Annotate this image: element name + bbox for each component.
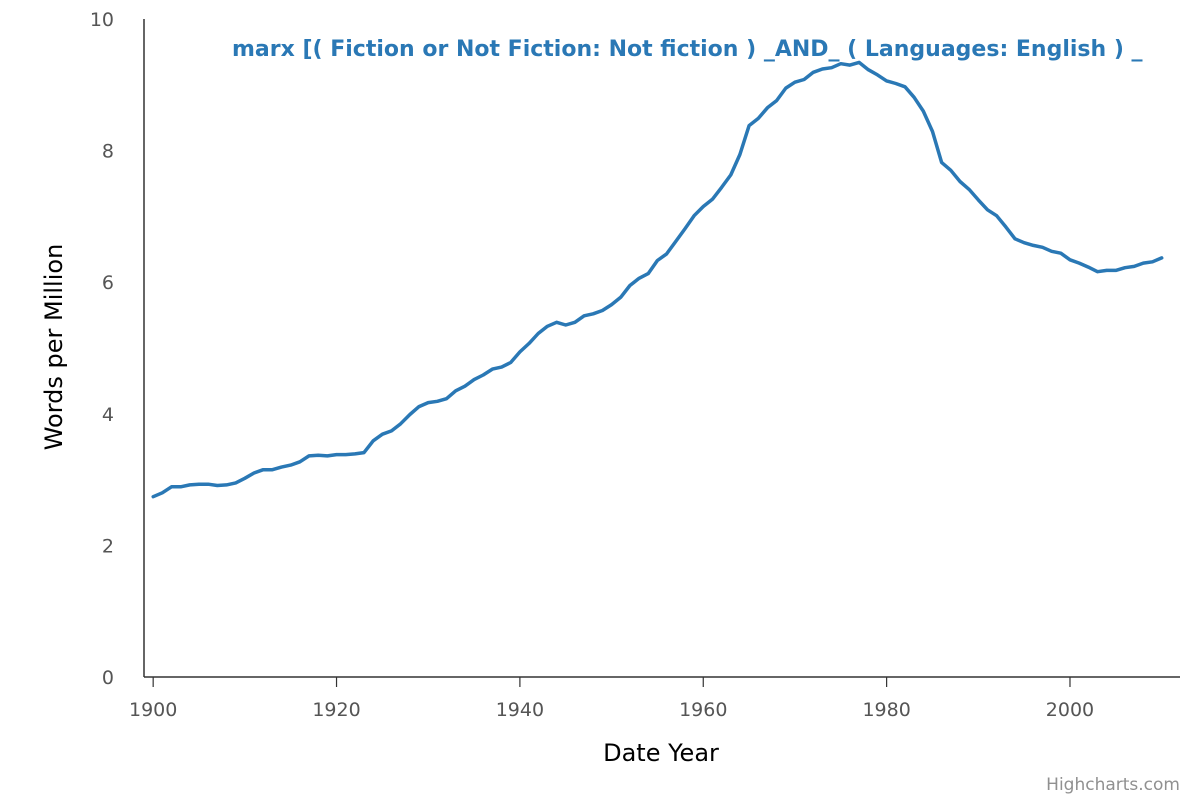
x-tick-label: 1960 (679, 699, 727, 721)
y-tick-label: 0 (102, 667, 114, 689)
series-group (151, 60, 1164, 499)
y-tick-label: 2 (102, 535, 114, 557)
series-label: marx [( Fiction or Not Fiction: Not fict… (232, 37, 1143, 62)
y-tick-label: 10 (90, 9, 114, 31)
x-tick-label: 2000 (1046, 699, 1094, 721)
x-tick-label: 1920 (312, 699, 360, 721)
y-tick-label: 8 (102, 141, 114, 163)
x-axis-title: Date Year (603, 739, 719, 767)
x-tick-label: 1980 (862, 699, 910, 721)
x-tick-label: 1940 (496, 699, 544, 721)
y-axis-title: Words per Million (40, 244, 68, 451)
y-tick-label: 6 (102, 272, 114, 294)
series-line[interactable] (151, 60, 1164, 499)
x-tick-label: 1900 (129, 699, 177, 721)
y-axis-ticks: 0 2 4 6 8 10 (90, 9, 114, 689)
x-axis-ticks: 1900 1920 1940 1960 1980 2000 (129, 677, 1094, 721)
credits-link[interactable]: Highcharts.com (1046, 775, 1180, 795)
y-tick-label: 4 (102, 404, 114, 426)
